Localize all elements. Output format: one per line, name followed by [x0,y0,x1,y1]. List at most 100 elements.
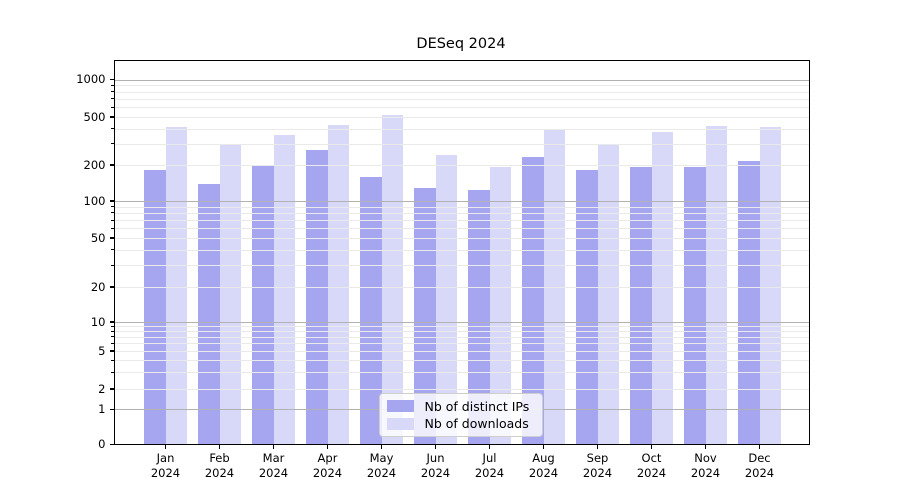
gridline-minor [113,326,810,328]
y-tick-label: 0 [98,437,106,451]
x-tick-label-line: Jul [482,450,497,465]
bar-downloads [597,145,619,445]
y-tick [109,321,114,323]
y-tick-label: 1 [98,401,106,416]
gridline-major [113,79,810,81]
bar-downloads [219,143,241,445]
x-tick [704,444,707,449]
x-tick-label: Sep 2024 [571,451,625,481]
x-tick [326,444,329,449]
gridline-minor [113,389,810,390]
y-tick [109,350,114,352]
y-tick-label: 10 [90,314,106,329]
x-tick-label-line: Jan [156,450,175,465]
gridline-minor [113,249,810,251]
x-tick-label-line: Feb [209,450,230,465]
x-tick-label-line: Nov [694,450,717,465]
x-tick-label-line: Sep [586,450,609,465]
y-minor-tick [111,128,114,130]
y-tick-label: 100 [83,193,106,208]
x-tick-label-line: 2024 [474,465,505,480]
y-minor-tick [111,342,114,344]
legend: Nb of distinct IPs Nb of downloads [378,393,543,437]
y-minor-tick [111,325,114,327]
x-tick-label-line: Dec [748,450,771,465]
gridline-minor [113,228,810,230]
gridline-major [113,322,810,323]
x-tick-label: Oct 2024 [625,451,679,481]
gridline-minor [113,360,810,362]
bar-distinct-ips [306,150,328,445]
bar-downloads [273,135,295,445]
bar-distinct-ips [576,170,598,445]
legend-item-downloads: Nb of downloads [386,416,535,431]
x-tick-label-line: 2024 [690,465,721,480]
x-tick-label-line: Apr [317,450,338,465]
gridline-minor [113,206,810,208]
x-tick-label: Feb 2024 [193,451,247,481]
bar-distinct-ips [252,165,274,445]
gridline-minor [113,128,810,130]
bar-downloads [759,127,781,445]
legend-item-distinct-ips: Nb of distinct IPs [386,398,535,414]
y-tick-label: 2 [98,381,106,396]
gridline-minor [113,212,810,214]
x-tick-label-line: 2024 [420,465,451,480]
gridline-minor [113,143,810,145]
x-tick-label-line: May [369,450,394,465]
y-tick [109,200,114,202]
x-tick-label-line: 2024 [204,465,235,480]
x-tick-label: Apr 2024 [301,451,355,481]
bar-downloads [489,167,511,445]
y-minor-tick [111,249,114,251]
x-tick [380,444,383,449]
y-tick-label: 1000 [76,72,106,86]
bar-distinct-ips [144,169,166,445]
bar-distinct-ips [360,177,382,445]
bar-downloads [327,124,349,445]
y-tick-label: 500 [83,109,106,124]
y-tick [109,388,114,390]
x-tick [164,444,167,449]
y-minor-tick [111,212,114,214]
x-tick-label-line: 2024 [258,465,289,480]
x-tick-label: Jul 2024 [463,451,517,481]
bar-downloads [651,132,673,445]
y-minor-tick [111,143,114,145]
bar-distinct-ips [468,189,490,445]
x-tick-label: Jun 2024 [409,451,463,481]
y-tick [109,237,114,239]
gridline-minor [113,165,810,166]
x-tick [272,444,275,449]
y-tick [109,116,114,118]
gridline-minor [113,336,810,338]
gridline-minor [113,343,810,345]
x-tick-label-line: Jun [426,450,445,465]
x-tick [542,444,545,449]
x-tick-label-line: 2024 [582,465,613,480]
y-minor-tick [111,336,114,338]
y-minor-tick [111,219,114,221]
gridline-minor [113,220,810,222]
y-tick [109,78,114,81]
y-minor-tick [111,98,114,100]
x-tick [596,444,599,449]
gridline-minor [113,117,810,118]
chart-title: DESeq 2024 [416,36,506,52]
bar-downloads [705,125,727,445]
y-minor-tick [111,84,114,86]
x-tick-label: Nov 2024 [679,451,733,481]
gridline-minor [113,287,810,288]
y-tick [109,443,114,446]
legend-label-distinct-ips: Nb of distinct IPs [424,398,530,414]
y-tick-label: 200 [83,157,106,172]
gridline-minor [113,85,810,87]
bar-downloads [165,127,187,445]
bar-distinct-ips [414,188,436,445]
gridline-minor [113,238,810,239]
x-tick [218,444,221,449]
bar-distinct-ips [684,167,706,445]
y-minor-tick [111,359,114,361]
bar-downloads [381,114,403,445]
